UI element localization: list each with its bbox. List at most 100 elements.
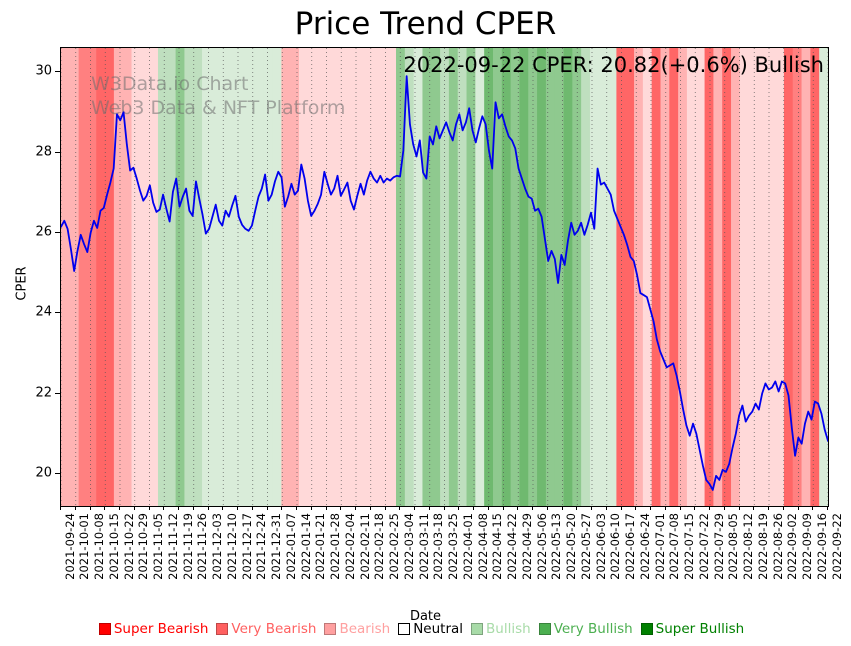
y-tick-mark xyxy=(55,71,60,73)
x-tick-label: 2022-04-01 xyxy=(460,513,475,580)
x-tick-mark xyxy=(532,506,533,510)
x-tick-label: 2022-03-11 xyxy=(416,513,431,580)
x-tick-mark xyxy=(487,506,489,510)
x-tick-label: 2021-12-10 xyxy=(224,513,239,580)
x-tick-label: 2022-09-02 xyxy=(785,513,800,580)
x-tick-mark xyxy=(473,506,474,510)
y-tick-mark xyxy=(55,151,60,153)
x-tick-mark xyxy=(192,506,194,510)
legend-item-bearish[interactable]: Bearish xyxy=(324,621,390,637)
x-axis-label: Date xyxy=(409,609,442,624)
x-tick-label: 2022-01-07 xyxy=(283,513,298,580)
background-sentiment-bands xyxy=(61,48,828,506)
x-tick-mark xyxy=(251,506,253,510)
y-tick-label: 20 xyxy=(35,465,52,481)
y-axis-label: CPER xyxy=(14,266,30,301)
x-tick-label: 2022-01-14 xyxy=(298,513,313,580)
y-tick-mark xyxy=(55,231,60,233)
legend-item-super-bullish[interactable]: Super Bullish xyxy=(640,621,745,637)
x-tick-mark xyxy=(163,506,165,510)
x-tick-mark xyxy=(458,506,460,510)
legend-swatch-icon xyxy=(216,623,229,635)
x-tick-mark xyxy=(369,506,371,510)
x-tick-mark xyxy=(74,506,76,510)
x-tick-mark xyxy=(723,506,725,510)
y-tick-label: 28 xyxy=(35,144,52,159)
x-tick-mark xyxy=(502,506,504,510)
legend-swatch-icon xyxy=(538,623,551,635)
x-tick-label: 2022-01-28 xyxy=(328,513,342,580)
grid-lines xyxy=(61,48,828,506)
x-tick-label: 2021-10-15 xyxy=(106,513,121,580)
x-tick-mark xyxy=(635,506,637,510)
x-tick-mark xyxy=(325,506,327,510)
x-tick-label: 2022-06-24 xyxy=(637,513,652,580)
x-tick-label: 2022-02-18 xyxy=(372,513,387,580)
x-tick-label: 2021-10-08 xyxy=(92,513,106,580)
x-tick-label: 2021-12-24 xyxy=(254,513,269,580)
x-tick-label: 2021-11-12 xyxy=(165,513,180,580)
x-tick-label: 2022-04-08 xyxy=(475,513,490,580)
x-tick-mark xyxy=(517,506,519,510)
x-tick-label: 2021-11-26 xyxy=(195,513,210,580)
legend-label: Bullish xyxy=(486,621,531,637)
x-tick-label: 2021-12-17 xyxy=(239,513,254,580)
x-tick-label: 2021-09-24 xyxy=(62,513,77,580)
x-tick-label: 2022-05-06 xyxy=(534,513,549,580)
x-tick-mark xyxy=(266,506,268,510)
x-tick-mark xyxy=(561,506,563,510)
legend-item-bullish[interactable]: Bullish xyxy=(471,621,531,637)
y-axis: 20 22 24 26 28 30 xyxy=(0,0,60,646)
x-tick-mark xyxy=(679,506,681,510)
x-tick-mark xyxy=(148,506,150,510)
y-tick-mark xyxy=(55,312,60,314)
x-tick-mark xyxy=(576,506,578,510)
x-tick-mark xyxy=(222,506,224,510)
x-tick-label: 2022-05-20 xyxy=(564,513,578,580)
legend-item-super-bearish[interactable]: Super Bearish xyxy=(98,621,208,637)
legend-swatch-icon xyxy=(98,623,111,635)
legend-label: Super Bullish xyxy=(655,621,745,637)
x-tick-label: 2022-05-13 xyxy=(549,513,564,580)
x-tick-mark xyxy=(119,506,120,510)
x-tick-label: 2022-07-08 xyxy=(667,513,682,580)
x-tick-mark xyxy=(605,506,607,510)
x-tick-label: 2022-07-29 xyxy=(711,513,726,580)
x-tick-mark xyxy=(133,506,135,510)
x-tick-label: 2021-11-19 xyxy=(180,513,195,580)
legend-swatch-icon xyxy=(324,623,337,635)
x-tick-mark xyxy=(694,506,696,510)
x-tick-label: 2022-03-04 xyxy=(401,513,416,580)
legend-item-neutral[interactable]: Neutral xyxy=(398,621,463,637)
x-tick-mark xyxy=(414,506,415,510)
x-tick-label: 2022-08-19 xyxy=(755,513,770,580)
x-tick-mark xyxy=(296,506,297,510)
x-tick-label: 2022-02-04 xyxy=(342,513,357,580)
x-tick-label: 2022-08-05 xyxy=(726,513,741,580)
legend-label: Bearish xyxy=(339,621,391,637)
x-tick-label: 2022-07-22 xyxy=(696,513,711,580)
x-tick-label: 2022-04-29 xyxy=(519,513,534,580)
page-title: Price Trend CPER xyxy=(294,6,557,42)
x-tick-label: 2021-10-22 xyxy=(121,513,136,580)
legend-item-very-bearish[interactable]: Very Bearish xyxy=(216,621,316,637)
x-tick-label: 2022-06-10 xyxy=(608,513,623,580)
x-axis: 2021-09-24 2021-10-01 2021-10-08 2021-10-15… xyxy=(60,506,844,606)
x-tick-label: 2021-12-31 xyxy=(269,513,283,580)
x-tick-label: 2022-02-11 xyxy=(357,513,372,580)
x-tick-mark xyxy=(664,506,666,510)
x-tick-mark xyxy=(104,506,106,510)
x-tick-label: 2022-04-22 xyxy=(505,513,519,580)
plot-area: W3Data.io Chart Web3 Data & NFT Platform… xyxy=(60,47,829,507)
x-tick-mark xyxy=(89,506,91,510)
x-tick-mark xyxy=(709,506,710,510)
legend-item-very-bullish[interactable]: Very Bullish xyxy=(538,621,633,637)
x-tick-mark xyxy=(310,506,312,510)
x-tick-label: 2022-09-09 xyxy=(800,513,814,580)
x-tick-label: 2021-10-01 xyxy=(77,513,92,580)
y-tick-label: 22 xyxy=(35,385,52,400)
x-tick-label: 2021-11-05 xyxy=(151,513,165,580)
x-tick-mark xyxy=(620,506,622,510)
x-tick-label: 2022-07-15 xyxy=(682,513,696,580)
